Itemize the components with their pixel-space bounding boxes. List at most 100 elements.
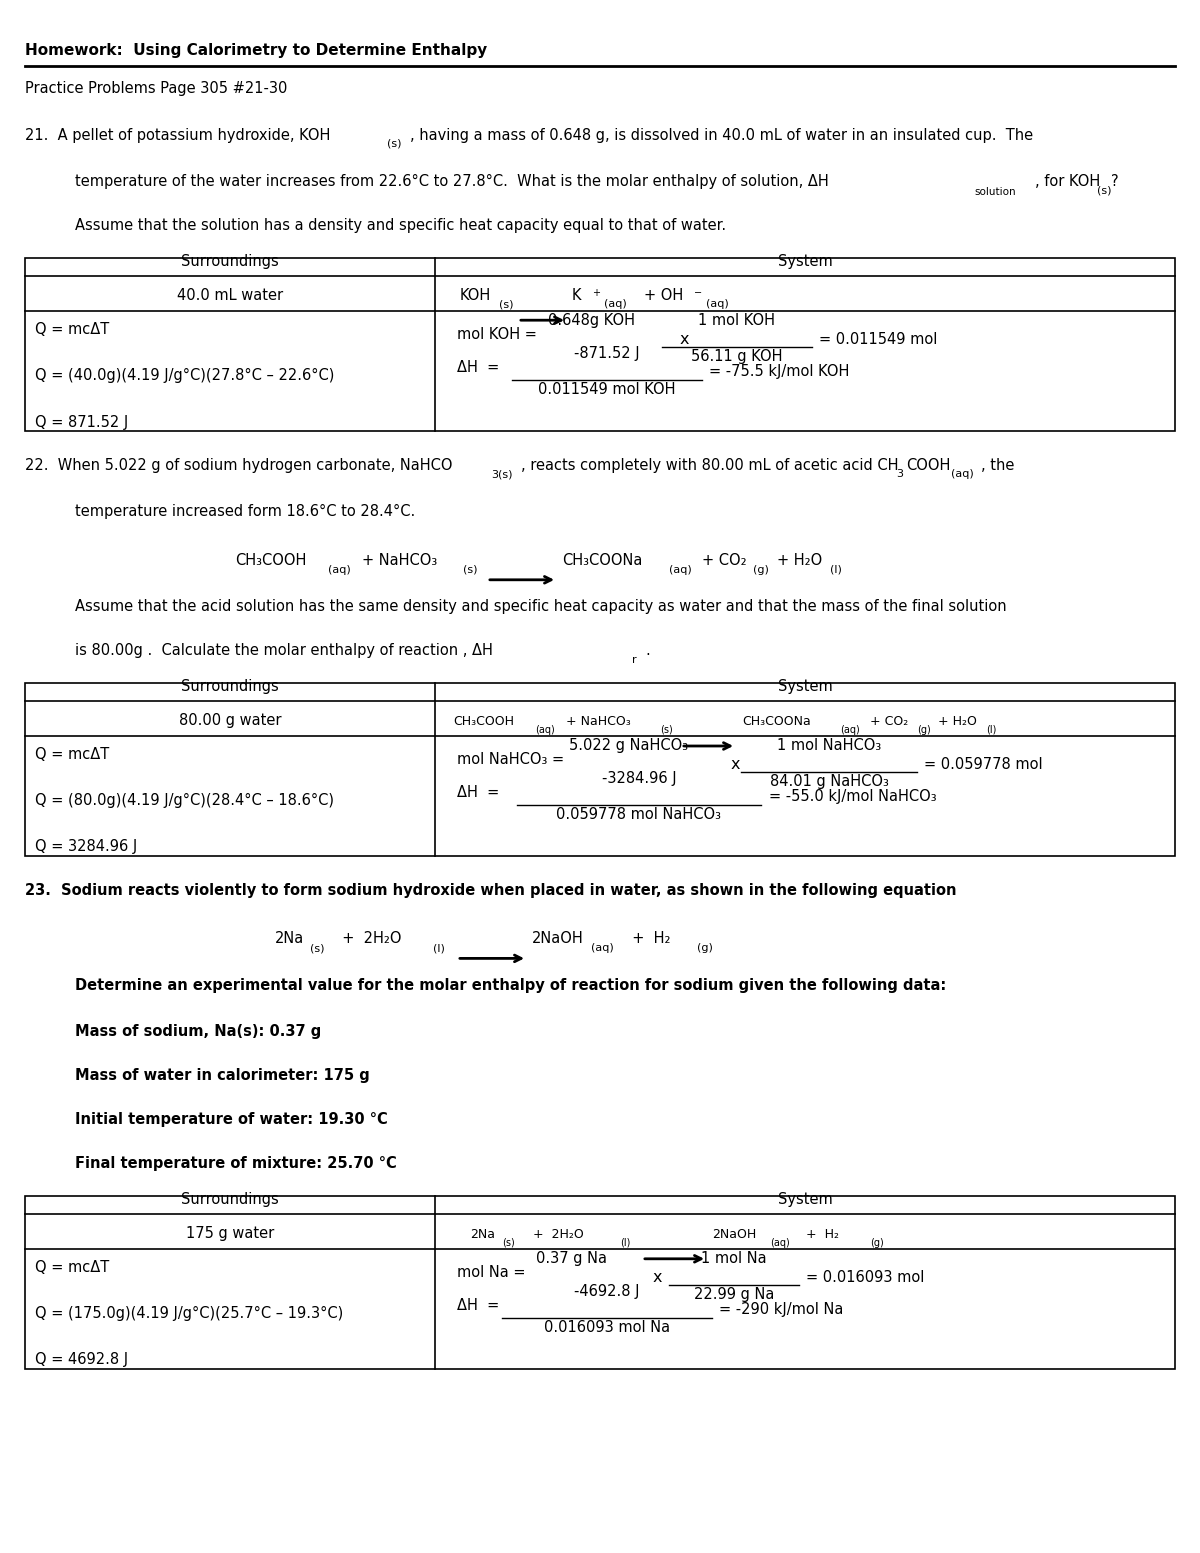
Text: 1 mol KOH: 1 mol KOH xyxy=(698,314,775,328)
Text: 0.648g KOH: 0.648g KOH xyxy=(548,314,636,328)
Text: Practice Problems Page 305 #21-30: Practice Problems Page 305 #21-30 xyxy=(25,81,287,96)
Text: 84.01 g NaHCO₃: 84.01 g NaHCO₃ xyxy=(769,773,888,789)
Text: 2Na: 2Na xyxy=(275,932,305,946)
Text: 23.  Sodium reacts violently to form sodium hydroxide when placed in water, as s: 23. Sodium reacts violently to form sodi… xyxy=(25,884,956,898)
Text: Mass of water in calorimeter: 175 g: Mass of water in calorimeter: 175 g xyxy=(74,1068,370,1082)
Text: mol KOH =: mol KOH = xyxy=(457,328,536,342)
Text: (g): (g) xyxy=(870,1238,883,1247)
Text: Surroundings: Surroundings xyxy=(181,679,278,694)
Text: , having a mass of 0.648 g, is dissolved in 40.0 mL of water in an insulated cup: , having a mass of 0.648 g, is dissolved… xyxy=(410,127,1033,143)
Text: CH₃COONa: CH₃COONa xyxy=(742,714,811,728)
Text: Determine an experimental value for the molar enthalpy of reaction for sodium gi: Determine an experimental value for the … xyxy=(74,977,947,992)
Text: (s): (s) xyxy=(386,140,402,149)
Text: (s): (s) xyxy=(499,300,514,309)
Text: Assume that the acid solution has the same density and specific heat capacity as: Assume that the acid solution has the sa… xyxy=(74,599,1007,613)
Text: , reacts completely with 80.00 mL of acetic acid CH: , reacts completely with 80.00 mL of ace… xyxy=(521,458,899,474)
Text: ΔH  =: ΔH = xyxy=(457,360,499,376)
Text: Q = mcΔT: Q = mcΔT xyxy=(35,321,109,337)
Text: (aq): (aq) xyxy=(670,565,691,575)
Text: CH₃COONa: CH₃COONa xyxy=(562,553,642,568)
Text: (g): (g) xyxy=(917,725,931,735)
Bar xyxy=(25,258,1175,432)
Text: CH₃COOH: CH₃COOH xyxy=(235,553,306,568)
Text: mol NaHCO₃ =: mol NaHCO₃ = xyxy=(457,752,564,767)
Text: 175 g water: 175 g water xyxy=(186,1225,274,1241)
Text: -3284.96 J: -3284.96 J xyxy=(601,770,677,786)
Text: Surroundings: Surroundings xyxy=(181,255,278,269)
Text: = -75.5 kJ/mol KOH: = -75.5 kJ/mol KOH xyxy=(709,365,850,379)
Text: 1 mol Na: 1 mol Na xyxy=(701,1250,767,1266)
Text: (s): (s) xyxy=(310,943,324,954)
Text: (s): (s) xyxy=(660,725,673,735)
Text: .: . xyxy=(646,643,649,658)
Text: (s): (s) xyxy=(502,1238,515,1247)
Text: CH₃COOH: CH₃COOH xyxy=(454,714,514,728)
Text: -871.52 J: -871.52 J xyxy=(574,346,640,362)
Text: + H₂O: + H₂O xyxy=(938,714,977,728)
Text: ?: ? xyxy=(1111,174,1118,189)
Text: +: + xyxy=(592,289,600,298)
Bar xyxy=(25,683,1175,856)
Text: 40.0 mL water: 40.0 mL water xyxy=(176,289,283,303)
Text: + CO₂: + CO₂ xyxy=(870,714,908,728)
Text: + NaHCO₃: + NaHCO₃ xyxy=(566,714,631,728)
Text: (aq): (aq) xyxy=(328,565,350,575)
Text: (g): (g) xyxy=(697,943,713,954)
Text: = -290 kJ/mol Na: = -290 kJ/mol Na xyxy=(719,1301,844,1317)
Text: x: x xyxy=(679,332,689,348)
Text: System: System xyxy=(778,679,833,694)
Text: Q = (40.0g)(4.19 J/g°C)(27.8°C – 22.6°C): Q = (40.0g)(4.19 J/g°C)(27.8°C – 22.6°C) xyxy=(35,368,335,384)
Text: (l): (l) xyxy=(986,725,996,735)
Text: Q = 3284.96 J: Q = 3284.96 J xyxy=(35,840,137,854)
Text: (aq): (aq) xyxy=(604,300,626,309)
Text: 80.00 g water: 80.00 g water xyxy=(179,713,281,728)
Text: is 80.00g .  Calculate the molar enthalpy of reaction , ΔH: is 80.00g . Calculate the molar enthalpy… xyxy=(74,643,493,658)
Text: 22.99 g Na: 22.99 g Na xyxy=(694,1287,774,1301)
Text: = -55.0 kJ/mol NaHCO₃: = -55.0 kJ/mol NaHCO₃ xyxy=(769,789,937,804)
Text: 21.  A pellet of potassium hydroxide, KOH: 21. A pellet of potassium hydroxide, KOH xyxy=(25,127,330,143)
Text: (l): (l) xyxy=(830,565,842,575)
Text: Q = 871.52 J: Q = 871.52 J xyxy=(35,415,128,430)
Text: r: r xyxy=(632,655,637,665)
Text: Q = (175.0g)(4.19 J/g°C)(25.7°C – 19.3°C): Q = (175.0g)(4.19 J/g°C)(25.7°C – 19.3°C… xyxy=(35,1306,343,1322)
Text: + NaHCO₃: + NaHCO₃ xyxy=(362,553,437,568)
Text: Homework:  Using Calorimetry to Determine Enthalpy: Homework: Using Calorimetry to Determine… xyxy=(25,43,487,57)
Text: 1 mol NaHCO₃: 1 mol NaHCO₃ xyxy=(776,738,881,753)
Text: (aq): (aq) xyxy=(952,469,973,480)
Text: solution: solution xyxy=(974,188,1015,197)
Text: Initial temperature of water: 19.30 °C: Initial temperature of water: 19.30 °C xyxy=(74,1112,388,1127)
Text: COOH: COOH xyxy=(906,458,950,474)
Text: , for KOH: , for KOH xyxy=(1036,174,1100,189)
Text: (aq): (aq) xyxy=(840,725,859,735)
Text: 0.37 g Na: 0.37 g Na xyxy=(536,1250,607,1266)
Text: 2Na: 2Na xyxy=(470,1228,494,1241)
Bar xyxy=(25,1196,1175,1368)
Text: = 0.016093 mol: = 0.016093 mol xyxy=(806,1270,924,1284)
Text: Mass of sodium, Na(s): 0.37 g: Mass of sodium, Na(s): 0.37 g xyxy=(74,1023,322,1039)
Text: temperature of the water increases from 22.6°C to 27.8°C.  What is the molar ent: temperature of the water increases from … xyxy=(74,174,829,189)
Text: 56.11 g KOH: 56.11 g KOH xyxy=(691,349,782,365)
Text: +  2H₂O: + 2H₂O xyxy=(524,1228,583,1241)
Text: + OH: + OH xyxy=(644,289,683,303)
Text: mol Na =: mol Na = xyxy=(457,1264,526,1280)
Text: Q = 4692.8 J: Q = 4692.8 J xyxy=(35,1353,128,1367)
Text: Q = mcΔT: Q = mcΔT xyxy=(35,747,109,763)
Text: −: − xyxy=(694,289,702,298)
Text: 0.059778 mol NaHCO₃: 0.059778 mol NaHCO₃ xyxy=(557,808,721,822)
Text: (l): (l) xyxy=(620,1238,630,1247)
Text: System: System xyxy=(778,255,833,269)
Text: (g): (g) xyxy=(754,565,769,575)
Text: 2NaOH: 2NaOH xyxy=(532,932,583,946)
Text: 5.022 g NaHCO₃: 5.022 g NaHCO₃ xyxy=(570,738,689,753)
Text: = 0.011549 mol: = 0.011549 mol xyxy=(818,332,937,348)
Text: +  H₂: + H₂ xyxy=(623,932,671,946)
Text: (aq): (aq) xyxy=(706,300,728,309)
Text: 3(s): 3(s) xyxy=(491,469,512,480)
Text: System: System xyxy=(778,1191,833,1207)
Text: x: x xyxy=(653,1270,661,1284)
Text: (s): (s) xyxy=(1097,185,1111,196)
Text: + CO₂: + CO₂ xyxy=(702,553,746,568)
Text: , the: , the xyxy=(982,458,1014,474)
Text: 22.  When 5.022 g of sodium hydrogen carbonate, NaHCO: 22. When 5.022 g of sodium hydrogen carb… xyxy=(25,458,452,474)
Text: Assume that the solution has a density and specific heat capacity equal to that : Assume that the solution has a density a… xyxy=(74,219,726,233)
